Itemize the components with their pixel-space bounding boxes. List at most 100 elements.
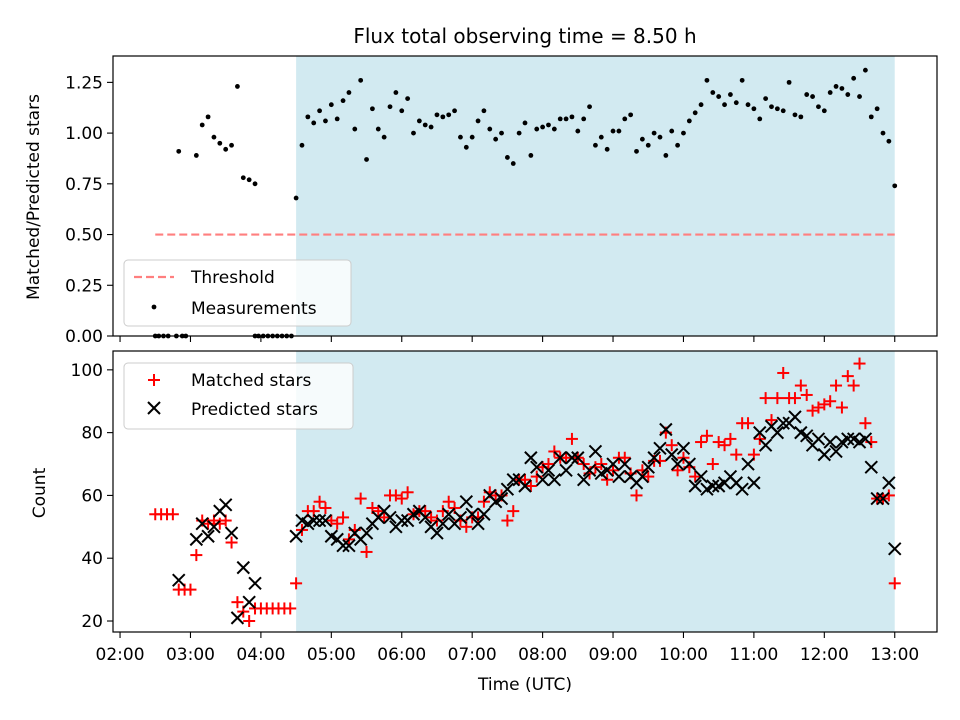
matched-stars-point (225, 536, 238, 549)
measurement-point (892, 183, 898, 189)
predicted-stars-point (436, 516, 450, 531)
predicted-stars-point-b (729, 476, 743, 490)
predicted-stars-point (172, 573, 186, 587)
matched-stars-point (618, 451, 631, 464)
measurement-point (874, 106, 880, 112)
predicted-stars-point-b (653, 441, 667, 456)
predicted-stars-point (201, 529, 215, 543)
matched-stars-point (718, 439, 731, 452)
ratio-plot-frame (112, 55, 938, 337)
measurement-point (686, 118, 692, 124)
measurement-point (563, 116, 569, 122)
predicted-stars-point-b (864, 460, 878, 474)
predicted-stars-point-b (441, 507, 456, 521)
measurement-point (833, 84, 839, 89)
predicted-stars-point-b (295, 513, 309, 528)
measurement-point (323, 118, 328, 124)
predicted-stars-point (841, 432, 855, 446)
count-legend-box (123, 362, 354, 430)
predicted-stars-point-b (682, 457, 697, 471)
predicted-stars-point-b (582, 463, 597, 478)
measurement-point (575, 128, 581, 134)
matched-stars-point (788, 392, 801, 405)
matched-stars-point (724, 432, 737, 445)
measurement-point (886, 138, 892, 144)
predicted-stars-point (524, 451, 538, 465)
measurement-point (598, 134, 604, 140)
matched-stars-point (595, 458, 608, 471)
predicted-stars-point (541, 463, 556, 478)
predicted-stars-point (588, 444, 603, 459)
measurement-point (651, 130, 657, 136)
matched-stars-point (542, 458, 555, 471)
predicted-stars-point-b (665, 447, 679, 462)
predicted-stars-point (647, 451, 661, 465)
matched-stars-point (859, 417, 872, 430)
matched-stars-point (565, 432, 578, 445)
matched-stars-point (665, 439, 678, 452)
predicted-stars-point-b (318, 513, 333, 528)
predicted-stars-point-b (224, 526, 239, 540)
matched-stars-point (184, 583, 197, 596)
predicted-stars-point (395, 513, 409, 528)
predicted-stars-point-b (846, 432, 861, 446)
measurement-point (698, 102, 704, 108)
measurement-point (845, 92, 851, 97)
measurement-point (311, 120, 317, 126)
predicted-stars-point (465, 507, 479, 521)
matched-stars-point (630, 489, 643, 502)
predicted-stars-point (735, 482, 749, 496)
measurement-point (557, 116, 563, 122)
measurement-point (346, 90, 352, 95)
measurement-point (199, 122, 205, 128)
measurement-point (528, 153, 534, 158)
predicted-stars-point-b (336, 538, 350, 553)
measurement-point (364, 157, 369, 162)
predicted-stars-point (518, 479, 532, 493)
measurement-point (827, 90, 833, 95)
matched-stars-point (337, 511, 350, 524)
predicted-stars-point-b (201, 529, 215, 543)
measurement-point (639, 136, 645, 142)
measurement-point (622, 116, 628, 122)
measurement-point (704, 77, 710, 83)
matched-stars-point (695, 436, 708, 449)
predicted-stars-point-b (412, 504, 427, 518)
observing-window-shade (296, 351, 895, 632)
measurement-point (534, 126, 540, 132)
predicted-stars-point (553, 451, 567, 465)
predicted-stars-point-b (888, 542, 902, 556)
measurement-point (481, 108, 487, 114)
predicted-stars-point-b (706, 479, 720, 493)
predicted-stars-point (565, 451, 579, 465)
x-tick-label: 06:00 (377, 645, 426, 665)
predicted-stars-point-b (823, 435, 837, 449)
measurement-point (416, 118, 422, 124)
predicted-stars-point (770, 425, 785, 440)
predicted-stars-point-b (459, 494, 474, 509)
matched-stars-point (477, 495, 490, 508)
matched-stars-point (689, 470, 702, 483)
y-tick-label: 0.00 (65, 327, 103, 347)
ratio-ylabel: Matched/Predicted stars (24, 94, 44, 300)
matched-stars-point (607, 464, 620, 477)
predicted-stars-point (858, 432, 873, 446)
measurement-point (193, 153, 199, 158)
measurement-point (487, 126, 493, 132)
measurement-point (463, 144, 469, 150)
predicted-stars-point-b (747, 476, 761, 490)
predicted-stars-point-b (829, 444, 843, 459)
predicted-stars-point-b (518, 479, 532, 493)
predicted-stars-point-b (676, 441, 691, 456)
predicted-stars-point-b (688, 479, 702, 493)
predicted-stars-point-b (324, 529, 339, 543)
predicted-stars-point-b (383, 510, 397, 525)
predicted-stars-point-b (876, 491, 890, 506)
count-panel: 20 40 60 80 100 02:00 03:00 04:00 05:00 06:00 07:0… (30, 350, 938, 695)
x-tick-label: 02:00 (96, 645, 145, 665)
predicted-stars-point (582, 463, 597, 478)
matched-stars-point (342, 533, 355, 546)
predicted-stars-point-b (858, 432, 873, 446)
predicted-stars-point-b (230, 611, 245, 625)
measurement-point (739, 77, 745, 83)
